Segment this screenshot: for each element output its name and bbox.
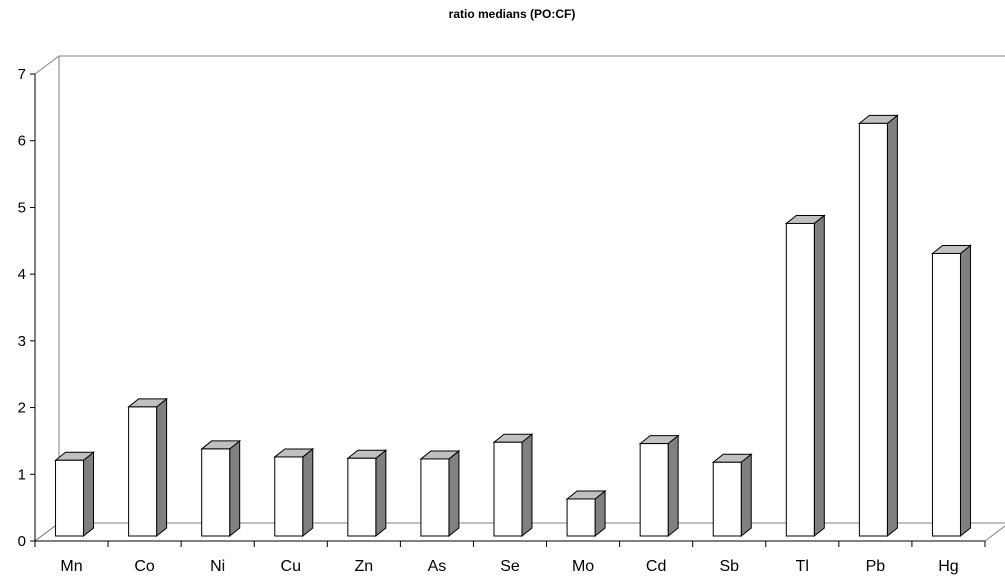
x-tick-label: Sb: [719, 558, 739, 575]
bar-side: [302, 447, 314, 538]
x-tick-label: Zn: [355, 558, 374, 575]
y-tick-label: 7: [18, 66, 26, 83]
y-tick-label: 3: [18, 333, 26, 350]
x-axis: Mn Co Ni Cu Zn As Se Mo Cd Sb Tl Pb Hg: [34, 540, 986, 575]
bar-tl: [784, 214, 826, 538]
x-tick-label: Cu: [281, 558, 301, 575]
bar-front: [347, 457, 377, 537]
bar-front: [785, 222, 815, 537]
bar-as: [419, 449, 461, 538]
x-tick-label: Co: [134, 558, 155, 575]
bar-side: [448, 449, 460, 538]
bar-front: [55, 459, 85, 537]
bar-front: [639, 443, 669, 537]
bar-front: [566, 498, 596, 537]
bar-front: [420, 458, 450, 537]
bar-ni: [200, 439, 242, 538]
y-tick-label: 4: [18, 266, 26, 283]
y-tick-label: 0: [18, 533, 26, 550]
bar-se: [492, 433, 534, 538]
bar-mn: [54, 451, 95, 538]
chart-title: ratio medians (PO:CF): [449, 7, 576, 21]
x-tick-label: Mo: [572, 558, 594, 575]
bar-side: [156, 397, 168, 538]
bar-co: [127, 397, 169, 538]
bar-front: [858, 122, 888, 537]
bar-front: [931, 252, 961, 537]
bar-front: [493, 441, 523, 537]
x-tick-label: Tl: [796, 558, 809, 575]
bar-side: [229, 439, 241, 538]
bar-pb: [857, 114, 899, 538]
y-tick-label: 5: [18, 199, 26, 216]
x-tick-label: Hg: [938, 558, 958, 575]
bar-sb: [711, 453, 753, 538]
bar-side: [740, 453, 752, 538]
bar-side: [83, 451, 95, 538]
bar-cd: [638, 434, 680, 538]
bar-hg: [931, 244, 972, 538]
y-axis: 0 1 2 3 4 5 6 7: [18, 66, 36, 550]
bar-mo: [565, 489, 607, 538]
bar-side: [886, 114, 898, 538]
bar-side: [959, 244, 971, 538]
y-tick-label: 6: [18, 133, 26, 150]
bar-side: [375, 449, 387, 538]
bar-side: [667, 434, 679, 538]
x-tick-label: Cd: [646, 558, 666, 575]
y-tick-label: 1: [18, 466, 26, 483]
bars: [54, 114, 972, 538]
left-wall-edges: [34, 55, 60, 542]
x-tick-label: Ni: [210, 558, 225, 575]
x-tick-label: Mn: [60, 558, 82, 575]
bar-side: [521, 433, 533, 538]
x-tick-label: As: [428, 558, 447, 575]
bar-cu: [273, 447, 315, 538]
back-wall: [58, 55, 1005, 524]
bar-zn: [346, 449, 388, 538]
bar-front: [201, 448, 231, 537]
bar-front: [128, 406, 158, 537]
bar-side: [813, 214, 825, 538]
y-tick-label: 2: [18, 400, 26, 417]
bar-front: [712, 461, 742, 537]
x-tick-label: Pb: [866, 558, 886, 575]
x-tick-label: Se: [500, 558, 520, 575]
bar-front: [274, 456, 304, 537]
